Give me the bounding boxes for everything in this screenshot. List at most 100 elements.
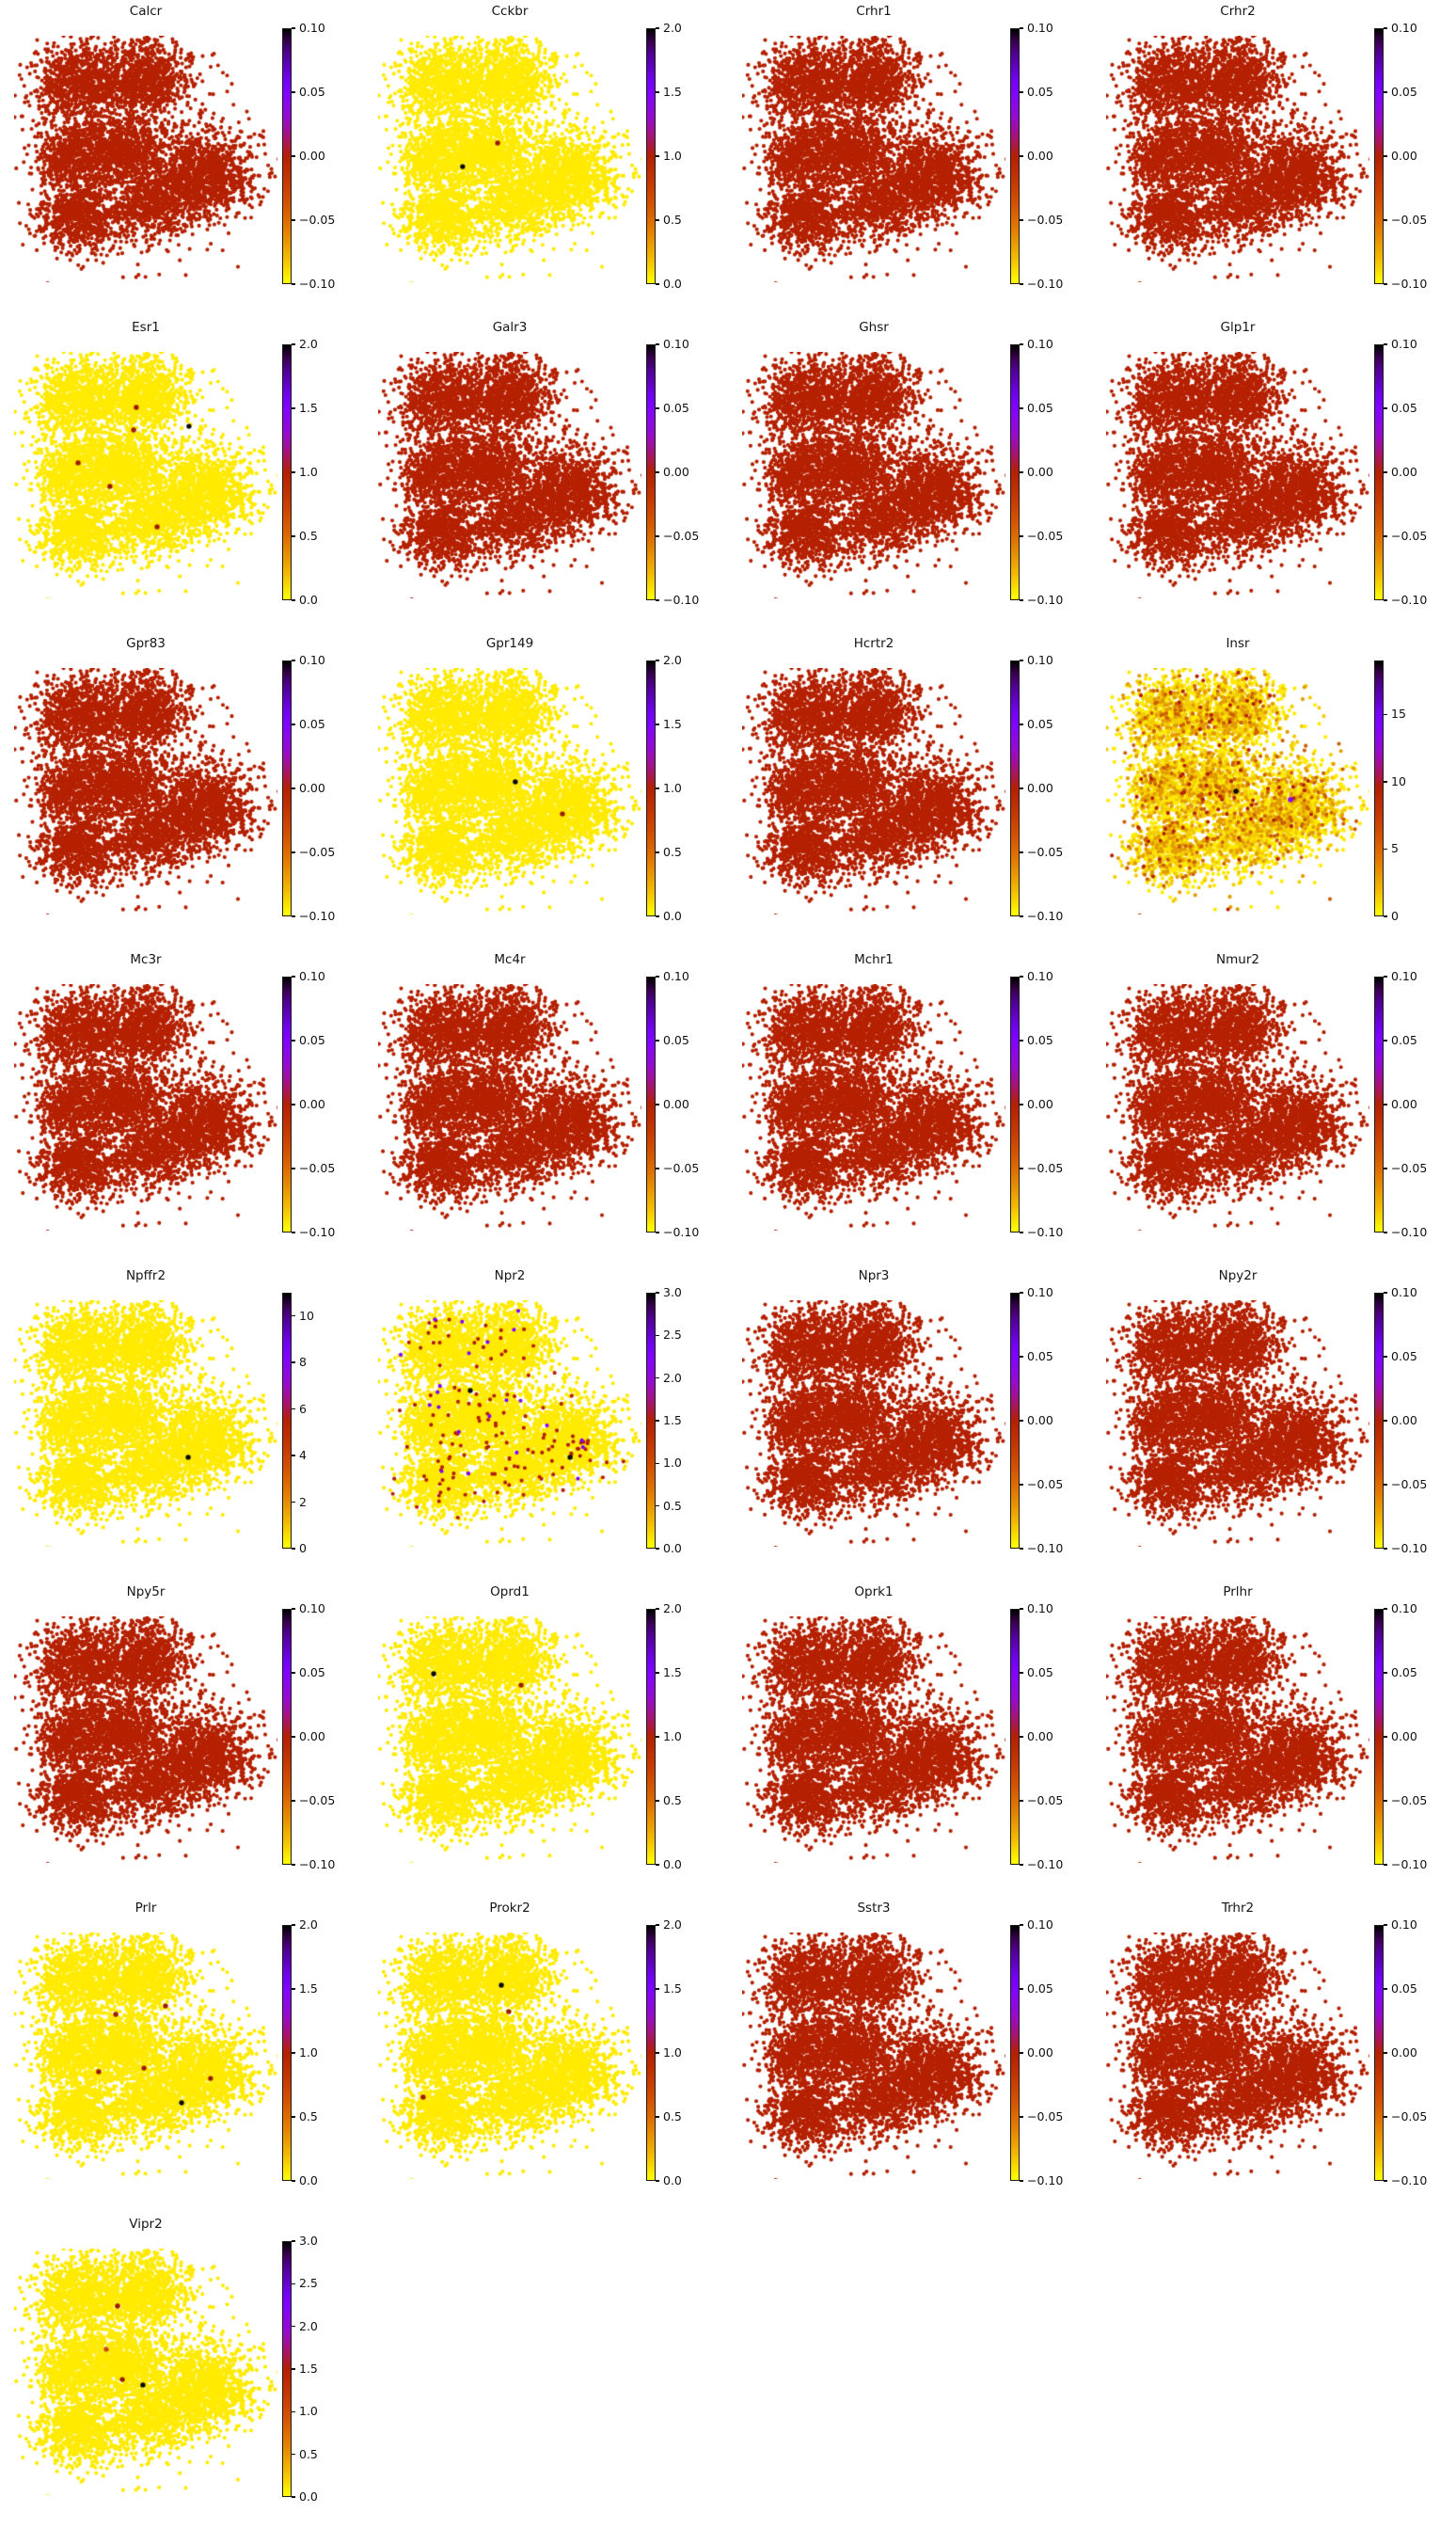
scatter-plot	[1106, 1933, 1369, 2179]
colorbar	[1010, 1293, 1020, 1549]
colorbar-tick-mark	[1020, 1168, 1023, 1169]
colorbar-tick-mark	[292, 1232, 295, 1233]
panel-title: Crhr1	[856, 4, 892, 19]
colorbar-tick-mark	[1384, 343, 1387, 345]
colorbar-tick-label: −0.05	[299, 1793, 336, 1807]
colorbar-tick-label: −0.05	[1027, 1477, 1064, 1491]
colorbar	[282, 977, 292, 1233]
colorbar-tick-mark	[1384, 2116, 1387, 2118]
panel-title: Mc4r	[494, 952, 526, 967]
colorbar-tick-label: −0.10	[1027, 1225, 1064, 1239]
panel-nmur2: Nmur2 0.10 0.05 0.00 −0.05 −0.10	[1092, 948, 1456, 1264]
colorbar-tick-mark	[656, 2180, 659, 2182]
colorbar	[1374, 977, 1384, 1233]
colorbar-tick-mark	[1384, 407, 1387, 409]
colorbar-tick-label: 0.5	[663, 1498, 682, 1513]
colorbar-tick-mark	[1020, 471, 1023, 473]
colorbar-tick-mark	[656, 1672, 659, 1674]
colorbar	[646, 1925, 656, 2181]
colorbar-tick-mark	[656, 2116, 659, 2118]
panel-prokr2: Prokr2 2.0 1.5 1.0 0.5 0.0	[364, 1897, 728, 2213]
colorbar-tick-label: 0.00	[1391, 1097, 1417, 1111]
colorbar-tick-mark	[656, 1232, 659, 1233]
panel-title: Npffr2	[125, 1268, 166, 1283]
colorbar-tick-mark	[1020, 343, 1023, 345]
panel-title: Mchr1	[854, 952, 894, 967]
panel-title: Glp1r	[1220, 320, 1256, 335]
colorbar-tick-label: 0.10	[1027, 653, 1053, 667]
panel-hcrtr2: Hcrtr2 0.10 0.05 0.00 −0.05 −0.10	[728, 632, 1092, 948]
panel-gpr83: Gpr83 0.10 0.05 0.00 −0.05 −0.10	[0, 632, 364, 948]
colorbar-tick-mark	[656, 1040, 659, 1042]
panel-title: Prlr	[135, 1901, 157, 1916]
colorbar-tick-label: 15	[1391, 707, 1406, 722]
colorbar-tick-mark	[656, 1608, 659, 1610]
scatter-plot	[1106, 36, 1369, 282]
scatter-plot	[378, 1616, 641, 1863]
colorbar-tick-label: 2.5	[663, 1328, 682, 1343]
colorbar-tick-label: −0.10	[1391, 2173, 1428, 2187]
colorbar-tick-mark	[1020, 407, 1023, 409]
colorbar-tick-label: 0.00	[1391, 1413, 1417, 1427]
colorbar-tick-label: −0.05	[1027, 529, 1064, 543]
colorbar-tick-mark	[656, 1334, 659, 1337]
panel-title: Vipr2	[129, 2217, 163, 2232]
colorbar-tick-mark	[1020, 1548, 1023, 1550]
colorbar-tick-label: −0.05	[1027, 1793, 1064, 1807]
colorbar-tick-label: 1.0	[663, 1729, 682, 1743]
colorbar-tick-mark	[1020, 283, 1023, 285]
colorbar-tick-label: 0.00	[1027, 2045, 1053, 2060]
colorbar-tick-label: 0.05	[299, 717, 325, 731]
colorbar-tick-mark	[656, 1504, 659, 1507]
colorbar-tick-label: 0.00	[1027, 781, 1053, 795]
colorbar-tick-mark	[292, 535, 295, 537]
colorbar-tick-mark	[1020, 915, 1023, 917]
colorbar	[646, 977, 656, 1233]
colorbar-tick-mark	[292, 2180, 295, 2182]
colorbar-tick-label: 0.00	[1027, 149, 1053, 163]
colorbar-tick-label: 4	[299, 1448, 307, 1463]
colorbar-tick-mark	[1384, 915, 1387, 917]
colorbar-tick-mark	[1384, 1800, 1387, 1802]
scatter-plot	[742, 352, 1005, 598]
colorbar-tick-mark	[1020, 599, 1023, 601]
colorbar-tick-label: −0.05	[1027, 1161, 1064, 1175]
scatter-plot	[1106, 1616, 1369, 1863]
colorbar-tick-label: 1.5	[299, 1981, 318, 1996]
scatter-plot	[1106, 352, 1369, 598]
colorbar-tick-mark	[292, 91, 295, 93]
panel-mc3r: Mc3r 0.10 0.05 0.00 −0.05 −0.10	[0, 948, 364, 1264]
colorbar-tick-mark	[1020, 1104, 1023, 1105]
colorbar-tick-mark	[1020, 1292, 1023, 1294]
colorbar-tick-mark	[656, 283, 659, 285]
colorbar-tick-label: 2.0	[663, 653, 682, 667]
colorbar-tick-mark	[1020, 219, 1023, 221]
panel-galr3: Galr3 0.10 0.05 0.00 −0.05 −0.10	[364, 316, 728, 632]
colorbar-tick-label: 2.0	[663, 1917, 682, 1932]
colorbar-tick-mark	[1384, 713, 1387, 716]
colorbar-tick-mark	[1384, 1292, 1387, 1294]
panel-trhr2: Trhr2 0.10 0.05 0.00 −0.05 −0.10	[1092, 1897, 1456, 2213]
colorbar-tick-label: 0.05	[299, 1665, 325, 1679]
colorbar-tick-label: −0.05	[1027, 2109, 1064, 2123]
colorbar-tick-mark	[656, 976, 659, 978]
colorbar-tick-mark	[292, 1040, 295, 1042]
colorbar-tick-label: −0.10	[663, 1225, 700, 1239]
colorbar-tick-label: 0.10	[663, 969, 689, 983]
colorbar-tick-mark	[292, 599, 295, 601]
colorbar-tick-label: 10	[1391, 773, 1406, 788]
colorbar-tick-label: 0.10	[1027, 1917, 1053, 1932]
colorbar-tick-mark	[656, 1548, 659, 1550]
colorbar-tick-label: 0.5	[663, 213, 682, 227]
colorbar	[646, 344, 656, 600]
colorbar-tick-mark	[1384, 1608, 1387, 1610]
colorbar-tick-mark	[292, 283, 295, 285]
scatter-plot	[14, 668, 277, 915]
scatter-plot	[742, 1616, 1005, 1863]
colorbar-tick-label: 0.00	[1391, 149, 1417, 163]
colorbar	[1010, 1925, 1020, 2181]
colorbar-tick-label: −0.10	[299, 1225, 336, 1239]
colorbar-tick-mark	[1384, 1040, 1387, 1042]
colorbar	[282, 2241, 292, 2497]
colorbar-tick-label: 0.10	[1027, 1285, 1053, 1299]
